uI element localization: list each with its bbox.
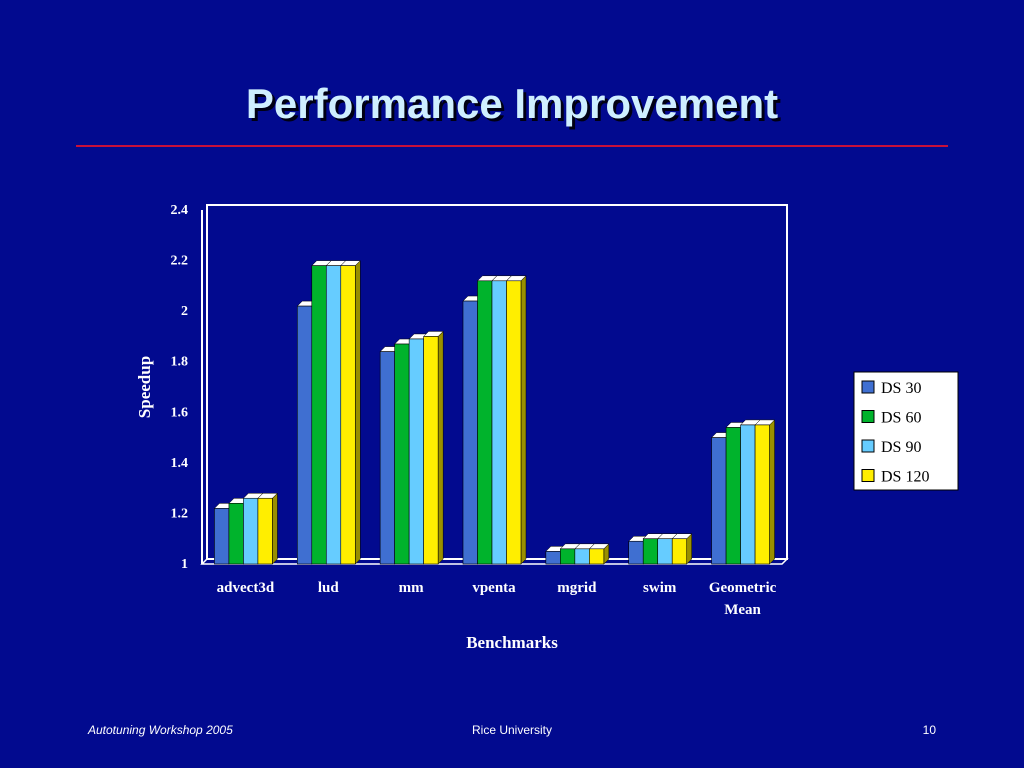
x-tick-label: lud — [318, 580, 340, 596]
x-tick-label: mgrid — [557, 580, 597, 596]
bar — [671, 533, 693, 565]
bar-front — [462, 300, 478, 565]
bar-side — [272, 492, 278, 565]
bar-front — [589, 548, 605, 565]
footer-right: 10 — [922, 723, 936, 737]
legend-swatch — [861, 469, 875, 482]
bar-front — [214, 508, 230, 565]
x-tick-label: advect3d — [217, 580, 275, 596]
bar-front — [491, 280, 507, 565]
bar-front — [506, 280, 522, 565]
bar — [588, 543, 610, 565]
bar-front — [423, 336, 439, 565]
y-axis-ticks: 1 1.2 1.4 1.6 1.8 2 2.2 2.4 — [171, 203, 189, 572]
slide-title: Performance Improvement — [245, 80, 779, 127]
x-tick-label: vpenta — [472, 580, 516, 596]
title-rule — [76, 145, 948, 147]
bar-side — [355, 260, 361, 565]
legend-label: DS 120 — [881, 469, 929, 486]
y-tick-label: 1.6 — [171, 405, 189, 420]
bar-front — [379, 351, 395, 565]
bar-front — [296, 305, 313, 565]
bar-front — [408, 338, 424, 565]
bar-front — [711, 437, 727, 565]
bar — [257, 492, 279, 565]
y-axis-title: Speedup — [135, 356, 154, 418]
y-tick-label: 2.4 — [171, 203, 189, 218]
speedup-bar-chart: 1 1.2 1.4 1.6 1.8 2 2.2 2.4 advect3d lud mm vpenta… — [135, 203, 959, 652]
bar-front — [657, 538, 673, 565]
bar-front — [545, 551, 561, 565]
bar — [505, 275, 527, 565]
bar — [340, 260, 361, 565]
y-tick-label: 1 — [181, 557, 188, 572]
footer-center: Rice University — [471, 723, 552, 737]
legend: DS 30 DS 60 DS 90 DS 120 — [853, 371, 959, 491]
y-tick-label: 1.2 — [171, 506, 189, 521]
legend-label: DS 90 — [881, 439, 921, 456]
bar-front — [243, 497, 259, 565]
bar — [423, 330, 444, 565]
bar-front — [340, 265, 356, 565]
bar-side — [520, 275, 527, 565]
bar-front — [725, 427, 741, 565]
legend-label: DS 60 — [881, 410, 921, 427]
x-tick-label: swim — [643, 580, 677, 596]
bar-front — [311, 265, 327, 565]
bar-front — [325, 265, 342, 565]
x-tick-label: Mean — [724, 602, 761, 618]
bar-side — [437, 330, 444, 565]
legend-label: DS 30 — [881, 380, 921, 397]
bar-side — [769, 419, 775, 565]
bar-front — [642, 538, 659, 565]
bars — [213, 260, 776, 565]
bar-front — [394, 343, 410, 565]
y-tick-label: 2 — [181, 304, 188, 319]
bar-front — [628, 540, 644, 565]
bar-front — [574, 548, 590, 565]
bar-front — [228, 503, 244, 565]
x-axis-labels: advect3d lud mm vpenta mgrid swim Geometric Mea… — [217, 580, 777, 618]
bar-front — [477, 280, 493, 565]
legend-swatch — [861, 410, 875, 423]
legend-swatch — [861, 380, 875, 394]
bar-front — [754, 424, 770, 565]
bar-front — [671, 538, 688, 565]
bar-front — [740, 424, 756, 565]
legend-swatch — [861, 439, 875, 453]
x-tick-label: Geometric — [709, 580, 777, 596]
bar-front — [257, 497, 273, 565]
x-tick-label: mm — [399, 580, 424, 596]
y-tick-label: 2.2 — [171, 254, 189, 269]
bar-front — [560, 548, 576, 565]
bar — [754, 419, 776, 565]
y-tick-label: 1.8 — [171, 355, 189, 370]
footer-left: Autotuning Workshop 2005 — [88, 723, 233, 737]
y-tick-label: 1.4 — [171, 456, 189, 471]
x-axis-title: Benchmarks — [466, 633, 558, 652]
